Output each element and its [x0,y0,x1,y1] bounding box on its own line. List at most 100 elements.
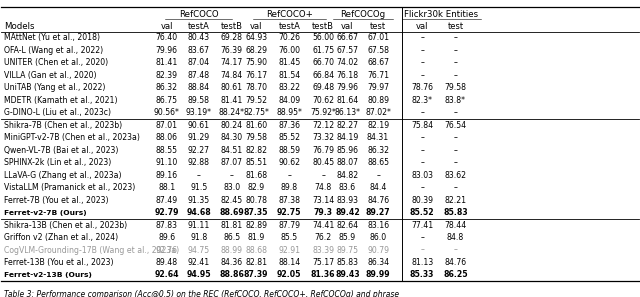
Text: 64.93: 64.93 [245,33,268,42]
Text: 91.35: 91.35 [188,196,210,205]
Text: 78.70: 78.70 [245,83,267,92]
Text: 92.64: 92.64 [154,271,179,279]
Text: –: – [454,108,458,117]
Text: 79.58: 79.58 [444,83,467,92]
Text: 81.81: 81.81 [221,221,243,230]
Text: 80.24: 80.24 [221,121,243,130]
Text: 81.41: 81.41 [156,58,178,67]
Text: LLaVA-G (Zhang et al., 2023a): LLaVA-G (Zhang et al., 2023a) [4,171,122,180]
Text: 92.79: 92.79 [154,208,179,217]
Text: –: – [420,46,424,55]
Text: testA: testA [278,22,300,31]
Text: CogVLM-Grounding-17B (Wang et al., 2023a): CogVLM-Grounding-17B (Wang et al., 2023a… [4,246,179,255]
Text: 75.90: 75.90 [245,58,267,67]
Text: 76.71: 76.71 [367,71,389,80]
Text: –: – [420,108,424,117]
Text: 88.1: 88.1 [158,183,175,192]
Text: 83.16: 83.16 [367,221,389,230]
Text: 89.27: 89.27 [366,208,390,217]
Text: 83.8*: 83.8* [445,96,466,105]
Text: 92.41: 92.41 [188,258,210,267]
Text: 67.58: 67.58 [367,46,389,55]
Text: 81.60: 81.60 [245,121,268,130]
Text: 80.89: 80.89 [367,96,389,105]
Text: 86.25: 86.25 [443,271,468,279]
Text: 73.14: 73.14 [312,196,334,205]
Text: Ferret-v2-7B (Ours): Ferret-v2-7B (Ours) [4,210,86,216]
Text: Shikra-13B (Chen et al., 2023b): Shikra-13B (Chen et al., 2023b) [4,221,127,230]
Text: 70.62: 70.62 [312,96,334,105]
Text: 84.31: 84.31 [367,133,389,142]
Text: 84.36: 84.36 [221,258,243,267]
Text: Qwen-VL-7B (Bai et al., 2023): Qwen-VL-7B (Bai et al., 2023) [4,146,118,155]
Text: MDETR (Kamath et al., 2021): MDETR (Kamath et al., 2021) [4,96,117,105]
Text: –: – [454,33,458,42]
Text: 66.67: 66.67 [337,33,358,42]
Text: –: – [376,171,380,180]
Text: 69.28: 69.28 [221,33,243,42]
Text: 90.79: 90.79 [367,246,389,255]
Text: –: – [420,158,424,167]
Text: 89.99: 89.99 [366,271,390,279]
Text: 85.9: 85.9 [339,233,356,242]
Text: 84.51: 84.51 [221,146,243,155]
Text: 92.91: 92.91 [278,246,300,255]
Text: 81.36: 81.36 [311,271,335,279]
Text: 80.61: 80.61 [221,83,243,92]
Text: 88.06: 88.06 [156,133,178,142]
Text: –: – [454,246,458,255]
Text: 66.70: 66.70 [312,58,334,67]
Text: 86.75: 86.75 [156,96,178,105]
Text: 87.79: 87.79 [278,221,300,230]
Text: RefCOCO: RefCOCO [179,10,218,19]
Text: 94.68: 94.68 [186,208,211,217]
Text: 80.78: 80.78 [245,196,267,205]
Text: 76.18: 76.18 [337,71,358,80]
Text: 79.96: 79.96 [337,83,358,92]
Text: 87.01: 87.01 [156,121,178,130]
Text: 94.75: 94.75 [188,246,210,255]
Text: –: – [454,58,458,67]
Text: val: val [161,22,173,31]
Text: 89.16: 89.16 [156,171,178,180]
Text: 82.21: 82.21 [444,196,467,205]
Text: 67.57: 67.57 [337,46,358,55]
Text: 88.69: 88.69 [220,208,244,217]
Text: 81.64: 81.64 [337,96,358,105]
Text: 80.43: 80.43 [188,33,210,42]
Text: Griffon v2 (Zhan et al., 2024): Griffon v2 (Zhan et al., 2024) [4,233,118,242]
Text: 89.6: 89.6 [158,233,175,242]
Text: –: – [454,133,458,142]
Text: 85.83: 85.83 [443,208,468,217]
Text: 82.45: 82.45 [221,196,243,205]
Text: –: – [287,171,291,180]
Text: –: – [454,146,458,155]
Text: 94.95: 94.95 [186,271,211,279]
Text: 82.75*: 82.75* [243,108,269,117]
Text: –: – [420,33,424,42]
Text: 86.32: 86.32 [367,146,389,155]
Text: RefCOCOg: RefCOCOg [340,10,385,19]
Text: val: val [250,22,262,31]
Text: 74.41: 74.41 [312,221,334,230]
Text: 83.0: 83.0 [223,183,241,192]
Text: 81.41: 81.41 [221,96,243,105]
Text: 88.24*: 88.24* [219,108,245,117]
Text: 76.00: 76.00 [278,46,300,55]
Text: –: – [321,171,325,180]
Text: 82.27: 82.27 [337,121,358,130]
Text: Models: Models [4,22,35,31]
Text: 92.27: 92.27 [188,146,210,155]
Text: 86.0: 86.0 [369,233,387,242]
Text: 86.13*: 86.13* [335,108,360,117]
Text: 85.52: 85.52 [410,208,435,217]
Text: 74.17: 74.17 [221,58,243,67]
Text: 91.11: 91.11 [188,221,210,230]
Text: 79.58: 79.58 [245,133,267,142]
Text: 88.84: 88.84 [188,83,210,92]
Text: Ferret-v2-13B (Ours): Ferret-v2-13B (Ours) [4,272,92,278]
Text: 87.48: 87.48 [188,71,210,80]
Text: –: – [230,171,234,180]
Text: 84.30: 84.30 [221,133,243,142]
Text: 69.48: 69.48 [312,83,334,92]
